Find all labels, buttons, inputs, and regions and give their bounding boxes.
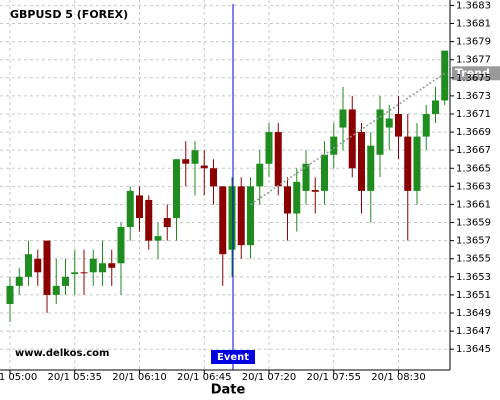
candle-body — [339, 109, 347, 128]
event-label: Event — [217, 352, 249, 363]
y-tick-label: 1.3659 — [456, 218, 491, 229]
x-tick-label: 20/1 07:55 — [307, 372, 361, 383]
y-tick-label: 1.3651 — [456, 290, 491, 301]
candle-body — [136, 195, 143, 219]
candle-body — [99, 263, 106, 273]
candle-body — [228, 186, 236, 250]
candle-body — [274, 132, 282, 187]
candle-body — [432, 100, 439, 114]
y-tick-label: 1.3675 — [456, 73, 491, 84]
candle-body — [173, 159, 180, 219]
y-tick-label: 1.3669 — [456, 127, 491, 138]
x-tick-label: 20/1 05:35 — [48, 372, 102, 383]
candle-body — [15, 276, 23, 286]
watermark: www.delkos.com — [15, 348, 109, 359]
candle-body — [25, 254, 32, 277]
y-tick-label: 1.3683 — [456, 0, 491, 11]
candle-body — [117, 227, 125, 264]
candle-body — [145, 199, 153, 241]
candle-body — [376, 109, 384, 155]
candle-body — [6, 285, 14, 304]
candle-body — [108, 263, 116, 268]
candle-body — [182, 159, 190, 164]
candles — [6, 50, 449, 323]
plot-area — [0, 0, 450, 370]
y-tick-label: 1.3649 — [456, 308, 491, 319]
candle-body — [163, 218, 171, 228]
y-tick-label: 1.3647 — [456, 326, 491, 337]
candle-body — [413, 136, 421, 191]
candle-body — [89, 258, 97, 273]
candle-body — [210, 168, 217, 187]
y-tick-label: 1.3681 — [456, 19, 491, 30]
candle-body — [126, 190, 134, 228]
candle-body — [265, 132, 273, 164]
candle-body — [256, 163, 264, 187]
y-tick-label: 1.3655 — [456, 254, 491, 265]
candle-body — [52, 285, 60, 295]
candle-body — [330, 136, 338, 155]
candle-body — [367, 145, 375, 191]
y-tick-label: 1.3677 — [456, 55, 491, 66]
candle-body — [385, 118, 393, 128]
candle-body — [247, 186, 254, 246]
candle-body — [34, 258, 42, 273]
event-badge — [211, 350, 255, 364]
candle-body — [358, 132, 365, 191]
y-tick-label: 1.3673 — [456, 91, 491, 102]
candle-body — [348, 109, 356, 169]
y-tick-label: 1.3665 — [456, 163, 491, 174]
candle-body — [71, 272, 79, 275]
y-tick-label: 1.3645 — [456, 344, 491, 355]
y-tick-label: 1.3663 — [456, 181, 491, 192]
candle-body — [302, 163, 310, 191]
candle-body — [311, 189, 319, 192]
trend-label: Trend — [455, 66, 490, 79]
candle-body — [441, 50, 449, 101]
candle-body — [395, 113, 402, 137]
y-tick-label: 1.3671 — [456, 109, 491, 120]
candle-body — [219, 186, 227, 255]
y-tick-label: 1.3657 — [456, 236, 491, 247]
candle-body — [237, 186, 245, 246]
candle-body — [422, 113, 430, 137]
candle-body — [284, 186, 291, 214]
candle-body — [191, 150, 199, 164]
y-tick-label: 1.3661 — [456, 199, 491, 210]
candle-body — [200, 165, 208, 169]
trend-badge — [452, 66, 500, 81]
overlay: Trend Event — [211, 4, 500, 370]
x-tick-label: 20/1 06:10 — [112, 372, 166, 383]
candle-body — [404, 136, 412, 191]
chart-title: GBPUSD 5 (FOREX) — [10, 8, 128, 21]
x-axis-label: Date — [211, 383, 246, 398]
candle-body — [62, 276, 69, 286]
candle-body — [321, 154, 328, 191]
x-tick-label: 20/1 07:20 — [242, 372, 296, 383]
trend-line — [250, 72, 446, 206]
x-tick-label: 20/1 06:45 — [177, 372, 231, 383]
x-tick-label: 20/1 05:00 — [0, 372, 37, 383]
candle-body — [154, 236, 162, 241]
candle-body — [43, 240, 51, 295]
x-tick-label: 20/1 08:30 — [371, 372, 425, 383]
candle-body — [293, 181, 301, 214]
y-tick-label: 1.3653 — [456, 272, 491, 283]
candle-body — [80, 272, 88, 274]
y-tick-label: 1.3679 — [456, 37, 491, 48]
y-tick-label: 1.3667 — [456, 145, 491, 156]
